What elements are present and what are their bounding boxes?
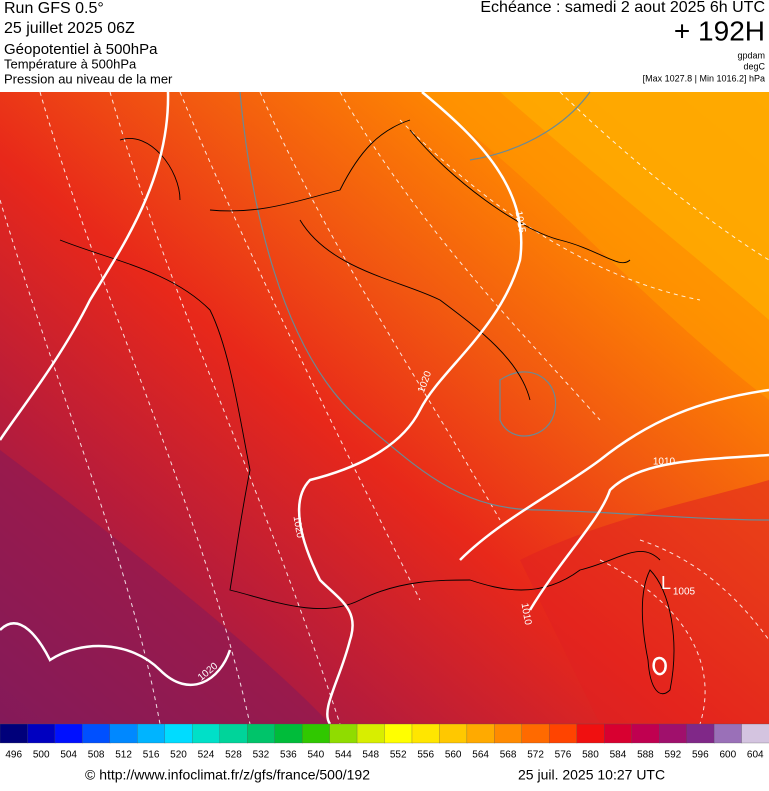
isobar [652,656,667,676]
scale-label: 520 [170,750,187,761]
lead-time: + 192H [674,15,765,46]
forecast: Echéance : samedi 2 aout 2025 6h UTC [480,0,765,16]
color-swatch [439,723,468,744]
timestamp: 25 juil. 2025 10:27 UTC [518,767,665,783]
color-swatch [329,723,358,744]
scale-label: 576 [555,750,572,761]
scale-label: 584 [610,750,627,761]
scale-label: 600 [719,750,736,761]
scale-label: 572 [527,750,544,761]
scale-label: 500 [33,750,50,761]
scale-label: 568 [500,750,517,761]
color-swatch [494,723,523,744]
color-swatch [164,723,193,744]
color-swatch [686,723,715,744]
scale-label: 564 [472,750,489,761]
color-swatch [521,723,550,744]
isobar [297,91,523,725]
isobar-label: L [661,573,671,593]
isobar [459,388,769,561]
scale-label: 496 [5,750,22,761]
scale-label: 508 [88,750,105,761]
scale-label: 552 [390,750,407,761]
color-swatch [631,723,660,744]
scale-label: 504 [60,750,77,761]
temperature-contours [0,91,769,725]
temperature-band [520,480,769,724]
color-swatch [137,723,166,744]
isobar-label: 1020 [291,515,306,539]
color-scale: 496 500 504 508 512 516 520 524 528 532 536 540 544 5… [0,723,769,761]
run: Run GFS 0.5° [4,0,104,17]
scale-label: 588 [637,750,654,761]
isobar-label: 1010 [653,457,676,468]
color-swatch [576,723,605,744]
color-swatch [713,723,743,744]
color-swatch [274,723,303,744]
color-swatch [192,723,221,744]
isobar-label: 1010 [519,602,534,626]
scale-label: 596 [692,750,709,761]
scale-label: 592 [665,750,682,761]
isobar [528,453,769,611]
scale-label: 532 [253,750,270,761]
scale-label: 540 [307,750,324,761]
color-swatch [82,723,111,744]
color-swatch [0,723,29,744]
unit: degC [743,61,765,71]
scale-label: 560 [445,750,462,761]
scale-label: 516 [143,750,160,761]
color-swatch [301,723,331,744]
scale-label: 544 [335,750,352,761]
color-swatch [384,723,413,744]
temperature-band [0,450,330,724]
scale-label: 528 [225,750,242,761]
geopotential-contours [239,91,769,521]
scale-label: 512 [115,750,132,761]
subtitle: Pression au niveau de la mer [4,71,173,86]
color-swatch [219,723,248,744]
source-url: © http://www.infoclimat.fr/z/gfs/france/… [85,767,370,783]
color-swatch [356,723,386,744]
color-swatch [109,723,138,744]
title: Géopotentiel à 500hPa [4,41,158,58]
scale-label: 580 [582,750,599,761]
temperature-band [500,92,769,320]
isobar-label: 1015 [513,210,528,234]
pressure-range: [Max 1027.8 | Min 1016.2] hPa [643,73,765,83]
scale-label: 556 [417,750,434,761]
color-swatch [466,723,496,744]
color-swatch [741,723,769,744]
color-swatch [54,723,84,744]
unit: gpdam [737,50,765,60]
scale-label: 536 [280,750,297,761]
color-swatch [27,723,56,744]
color-swatch [604,723,633,744]
run-date: 25 juillet 2025 06Z [4,20,135,37]
scale-label: 548 [362,750,379,761]
isobar-label: 1005 [673,587,696,598]
subtitle: Température à 500hPa [4,56,137,71]
color-swatch [658,723,688,744]
scale-label: 604 [747,750,764,761]
isobar [0,91,170,441]
header: Run GFS 0.5° 25 juillet 2025 06Z Géopote… [4,0,766,86]
isobar [0,622,232,687]
color-swatch [411,723,441,744]
scale-label: 524 [198,750,215,761]
color-swatch [549,723,578,744]
color-swatch [247,723,276,744]
